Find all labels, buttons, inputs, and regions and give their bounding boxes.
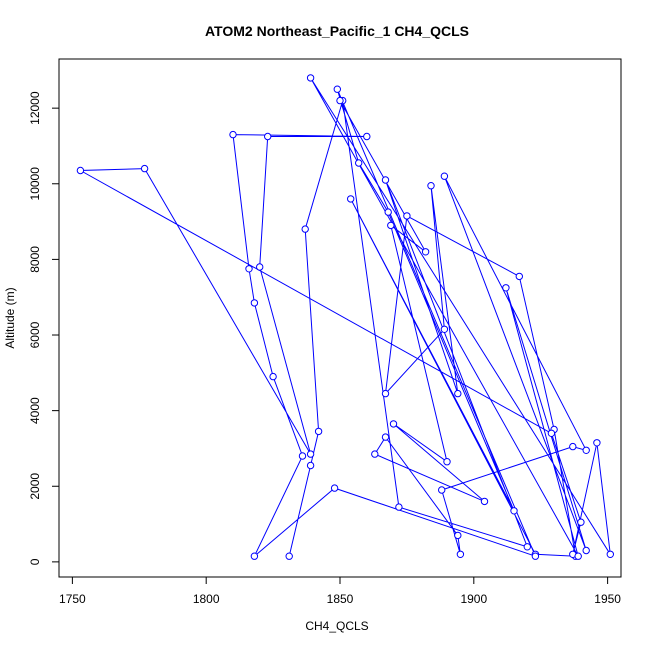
- data-point: [269, 372, 277, 381]
- data-point: [531, 552, 540, 560]
- data-point: [76, 166, 85, 175]
- x-axis: 1750 1800 1850 1900 1950: [59, 576, 621, 606]
- data-point: [456, 550, 465, 558]
- data-point: [229, 130, 237, 139]
- data-point: [333, 85, 341, 93]
- x-axis-label: CH4_QCLS: [305, 619, 368, 633]
- data-point: [510, 507, 518, 515]
- data-point: [250, 299, 259, 307]
- data-point: [363, 132, 371, 141]
- data-point: [395, 503, 403, 511]
- data-point: [440, 172, 449, 180]
- data-point: [264, 132, 272, 141]
- data-point: [381, 433, 390, 441]
- data-point: [454, 531, 462, 540]
- y-tick-label: 6000: [28, 321, 42, 348]
- data-point: [421, 248, 430, 256]
- data-point: [314, 427, 323, 436]
- data-point: [427, 182, 435, 190]
- data-point: [381, 176, 390, 184]
- y-tick-label: 12000: [28, 91, 42, 125]
- data-point: [443, 458, 451, 466]
- data-point: [403, 212, 411, 220]
- data-point: [306, 74, 315, 82]
- y-axis-label: Altitude (m): [3, 287, 17, 348]
- data-point: [387, 221, 395, 230]
- data-point: [306, 450, 315, 458]
- data-point: [384, 208, 392, 216]
- data-point: [569, 442, 577, 451]
- x-tick-label: 1900: [460, 592, 487, 606]
- data-point: [389, 420, 398, 428]
- data-point: [582, 446, 590, 454]
- y-tick-label: 8000: [28, 246, 42, 273]
- data-point: [502, 284, 510, 292]
- data-point: [547, 429, 556, 437]
- data-point: [480, 497, 489, 506]
- series-line: [78, 77, 611, 558]
- data-point: [347, 195, 355, 203]
- data-point: [523, 543, 531, 551]
- data-point: [140, 164, 149, 173]
- y-tick-label: 0: [28, 558, 42, 565]
- y-tick-label: 10000: [28, 167, 42, 201]
- series-layer: [76, 74, 614, 560]
- chart-title: ATOM2 Northeast_Pacific_1 CH4_QCLS: [205, 23, 469, 39]
- data-point: [256, 263, 264, 271]
- data-point: [381, 389, 390, 398]
- data-point: [336, 96, 344, 105]
- data-point: [298, 452, 307, 460]
- data-point: [574, 552, 582, 560]
- data-point: [330, 484, 339, 492]
- data-point: [245, 265, 253, 273]
- data-point: [301, 225, 309, 233]
- x-tick-label: 1850: [327, 592, 354, 606]
- data-point: [515, 272, 523, 281]
- data-point: [454, 389, 462, 398]
- y-axis: 0 2000 4000 6000 8000 10000 12000: [28, 91, 60, 565]
- data-point: [285, 552, 293, 560]
- y-tick-label: 2000: [28, 473, 42, 500]
- data-point: [606, 550, 614, 558]
- data-point: [582, 546, 590, 555]
- data-point: [593, 439, 601, 447]
- data-point: [371, 450, 379, 458]
- data-point: [577, 518, 585, 526]
- data-point: [440, 325, 449, 333]
- x-tick-label: 1950: [594, 592, 621, 606]
- x-tick-label: 1750: [59, 592, 86, 606]
- data-point: [355, 159, 363, 167]
- data-point: [438, 486, 446, 494]
- x-tick-label: 1800: [193, 592, 220, 606]
- data-point: [250, 552, 259, 560]
- data-point: [306, 461, 315, 470]
- y-tick-label: 4000: [28, 397, 42, 424]
